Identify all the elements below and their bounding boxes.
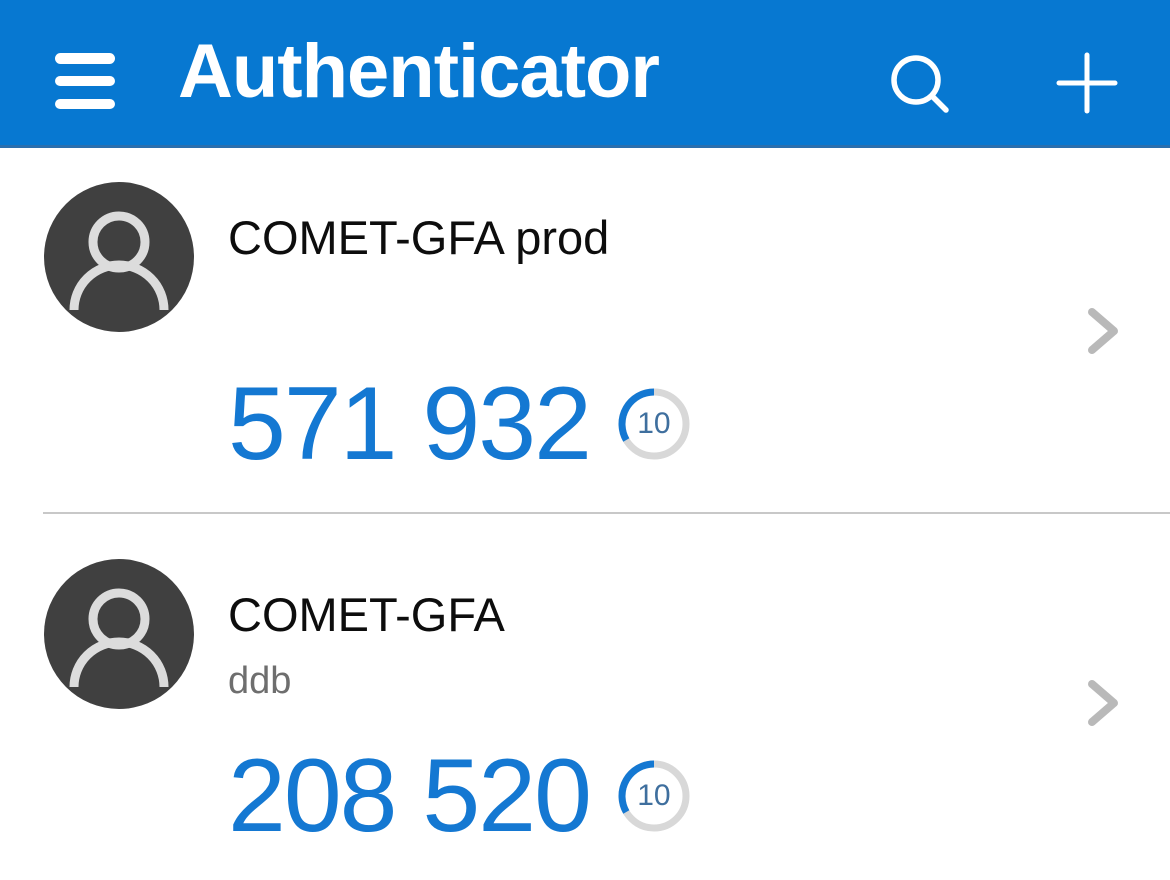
person-icon [69, 211, 169, 311]
avatar [44, 559, 194, 709]
timer-ring: 10 [616, 386, 692, 462]
account-row[interactable]: COMET-GFA ddb 208 520 10 [0, 515, 1170, 880]
account-row[interactable]: COMET-GFA prod 571 932 10 [0, 148, 1170, 513]
hamburger-bar [55, 53, 115, 64]
account-subtitle: ddb [228, 660, 292, 702]
add-account-button[interactable] [1056, 52, 1118, 114]
timer-seconds: 10 [637, 779, 671, 812]
search-button[interactable] [886, 50, 954, 118]
app-header: Authenticator [0, 0, 1170, 148]
avatar [44, 182, 194, 332]
row-divider [43, 512, 1170, 514]
account-name: COMET-GFA [228, 588, 505, 641]
hamburger-bar [55, 75, 115, 87]
timer-ring: 10 [616, 758, 692, 834]
search-icon [891, 55, 949, 113]
timer-seconds: 10 [637, 407, 671, 440]
otp-code-line[interactable]: 571 932 10 [228, 372, 692, 476]
hamburger-bar [55, 98, 115, 109]
otp-code: 571 932 [228, 366, 592, 482]
plus-icon [1056, 52, 1118, 114]
chevron-right-icon[interactable] [1084, 676, 1124, 730]
otp-code-line[interactable]: 208 520 10 [228, 744, 692, 848]
hamburger-menu-icon[interactable] [55, 53, 115, 109]
chevron-right-icon[interactable] [1084, 304, 1124, 358]
otp-code: 208 520 [228, 738, 592, 854]
page-title: Authenticator [178, 29, 660, 114]
account-name: COMET-GFA prod [228, 211, 610, 264]
person-icon [69, 588, 169, 688]
